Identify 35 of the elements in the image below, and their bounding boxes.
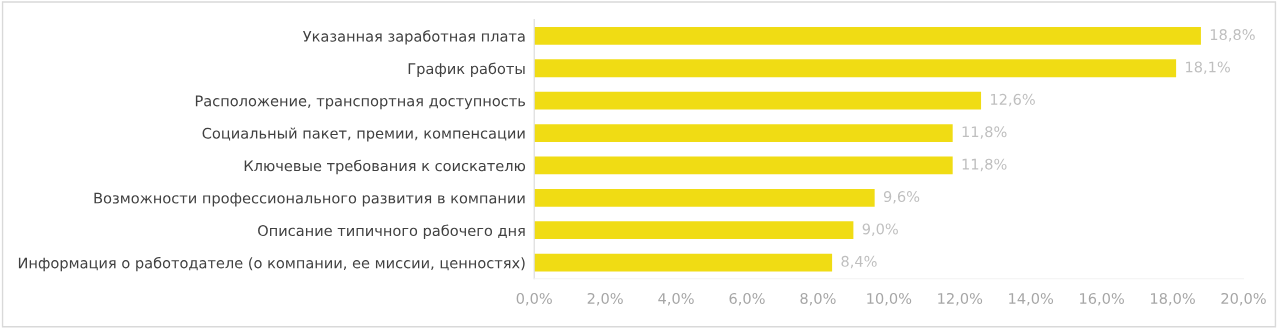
bar [534,156,953,175]
y-tick-label: Ключевые требования к соискателю [244,159,526,175]
y-tick-label: Социальный пакет, премии, компенсации [202,127,525,142]
x-tick-label: 2,0% [587,292,623,306]
data-label: 12,6% [990,93,1035,107]
y-tick-label: Информация о работодателе (о компании, ее миссии, ценностях) [18,256,525,272]
y-tick-label: График работы [408,62,525,77]
bar [534,221,854,240]
x-tick-label: 18,0% [1151,292,1195,306]
y-tick-label: Указанная заработная плата [302,30,525,45]
y-tick-label: Расположение, транспортная доступность [195,95,526,110]
x-tick-label: 16,0% [1080,292,1124,306]
data-label: 9,6% [883,191,920,204]
x-tick-label: 6,0% [729,292,765,306]
x-tick-label: 12,0% [938,292,983,306]
x-tick-label: 8,0% [800,292,836,306]
x-tick-label: 10,0% [867,292,912,306]
x-tick-label: 4,0% [658,292,694,306]
x-tick-label: 0,0% [516,292,552,306]
x-tick-label: 20,0% [1221,292,1266,306]
data-label: 11,8% [962,126,1007,139]
bar [534,59,1177,78]
y-tick-label: Возможности профессионального развития в компании [94,192,525,207]
data-label: 11,8% [962,158,1007,172]
bar [534,253,833,272]
data-label: 18,1% [1186,61,1230,74]
y-tick-label: Описание типичного рабочего дня [258,224,525,239]
bar [534,188,875,207]
bar [534,91,982,110]
data-label: 18,8% [1210,29,1255,42]
data-label: 8,4% [841,255,877,269]
bar [534,26,1201,45]
data-label: 9,0% [862,223,898,236]
bar [534,124,953,142]
x-tick-label: 14,0% [1009,292,1054,306]
